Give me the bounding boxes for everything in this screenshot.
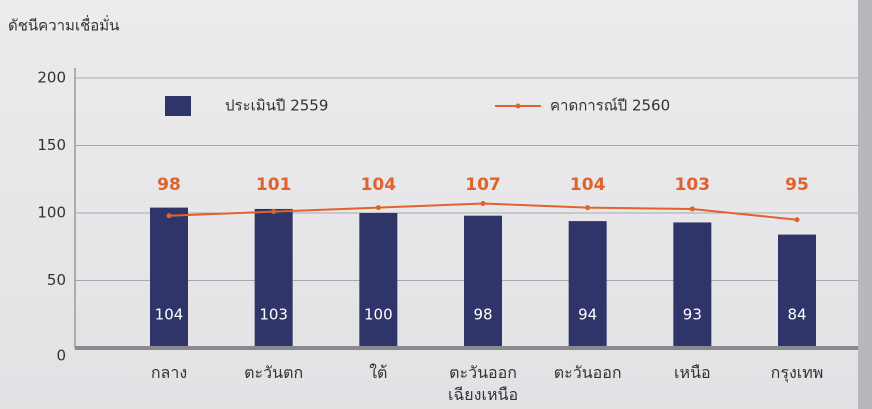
line-marker xyxy=(480,201,486,207)
y-tick-label: 100 xyxy=(37,204,66,222)
bar xyxy=(150,207,188,348)
line-value-label: 104 xyxy=(361,175,397,195)
bar-value-label: 93 xyxy=(683,306,702,324)
x-tick-label: กรุงเทพ xyxy=(770,363,824,382)
bar-value-label: 84 xyxy=(787,306,806,324)
line-value-label: 101 xyxy=(256,175,292,195)
bar xyxy=(568,221,607,348)
line-marker xyxy=(794,217,800,223)
line-marker xyxy=(375,205,381,211)
line-marker xyxy=(689,206,695,212)
y-axis-label: ดัชนีความเชื่อมั่น xyxy=(8,15,119,35)
legend-swatch xyxy=(165,96,191,116)
bar xyxy=(673,222,712,348)
x-tick-label: ตะวันออก xyxy=(553,363,622,382)
bar-value-label: 104 xyxy=(155,306,184,324)
x-tick-label: เหนือ xyxy=(674,363,711,382)
bar-value-label: 94 xyxy=(578,306,597,324)
line-marker xyxy=(166,213,172,219)
legend-label: คาดการณ์ปี 2560 xyxy=(550,97,670,115)
y-tick-label: 50 xyxy=(47,271,66,289)
bar xyxy=(464,215,502,348)
x-tick-label: กลาง xyxy=(150,363,188,382)
line-marker xyxy=(585,205,591,211)
right-edge xyxy=(858,0,872,409)
x-tick-label: ใต้ xyxy=(369,363,388,382)
line-value-label: 95 xyxy=(785,175,809,195)
bar xyxy=(778,234,816,348)
bar xyxy=(254,208,293,348)
y-tick-label: 200 xyxy=(37,69,66,87)
line-value-label: 103 xyxy=(675,175,711,195)
y-tick-label: 0 xyxy=(56,347,66,365)
line-value-label: 107 xyxy=(465,175,501,195)
x-tick-label: ตะวันออก เฉียงเหนือ xyxy=(447,363,519,404)
bar-value-label: 103 xyxy=(259,306,288,324)
line-marker xyxy=(271,209,277,215)
line-value-label: 98 xyxy=(157,175,181,195)
bar-value-label: 100 xyxy=(364,306,393,324)
y-tick-label: 150 xyxy=(37,136,66,154)
x-tick-label: ตะวันตก xyxy=(244,363,304,382)
bar-value-label: 98 xyxy=(473,306,492,324)
line-value-label: 104 xyxy=(570,175,606,195)
bar xyxy=(359,213,398,348)
legend-marker xyxy=(515,103,521,109)
legend-label: ประเมินปี 2559 xyxy=(225,97,328,115)
